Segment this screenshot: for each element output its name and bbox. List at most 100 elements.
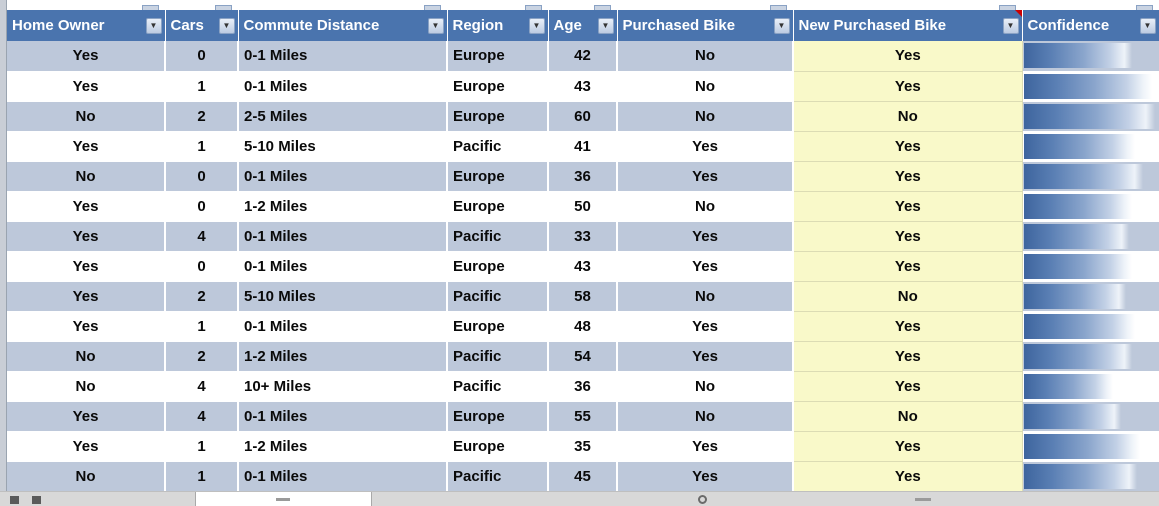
filter-dropdown-button[interactable]: ▼ (773, 17, 790, 34)
cell-age[interactable]: 50 (548, 191, 618, 222)
cell-home-owner[interactable]: No (7, 371, 166, 402)
filter-dropdown-button[interactable]: ▼ (218, 17, 235, 34)
cell-age[interactable]: 48 (548, 311, 618, 342)
filter-dropdown-button[interactable]: ▼ (597, 17, 614, 34)
cell-cars[interactable]: 4 (165, 221, 239, 252)
cell-region[interactable]: Europe (447, 401, 549, 432)
cell-confidence[interactable] (1022, 371, 1159, 402)
cell-age[interactable]: 36 (548, 371, 618, 402)
cell-home-owner[interactable]: Yes (7, 71, 166, 102)
column-header-age[interactable]: Age ▼ (548, 10, 618, 41)
cell-cars[interactable]: 1 (165, 311, 239, 342)
cell-purchased-bike[interactable]: No (617, 71, 794, 102)
cell-age[interactable]: 43 (548, 71, 618, 102)
cell-cars[interactable]: 0 (165, 251, 239, 282)
cell-purchased-bike[interactable]: Yes (617, 221, 794, 252)
cell-new-purchased-bike[interactable]: Yes (792, 161, 1023, 192)
column-header-commute-distance[interactable]: Commute Distance ▼ (238, 10, 448, 41)
cell-new-purchased-bike[interactable]: Yes (792, 251, 1023, 282)
cell-commute-distance[interactable]: 0-1 Miles (238, 71, 448, 102)
cell-confidence[interactable] (1022, 161, 1159, 192)
cell-home-owner[interactable]: Yes (7, 131, 166, 162)
cell-home-owner[interactable]: Yes (7, 41, 166, 72)
cell-commute-distance[interactable]: 0-1 Miles (238, 41, 448, 72)
filter-dropdown-button[interactable]: ▼ (427, 17, 444, 34)
cell-confidence[interactable] (1022, 101, 1159, 132)
column-header-cars[interactable]: Cars ▼ (165, 10, 239, 41)
cell-cars[interactable]: 4 (165, 371, 239, 402)
cell-region[interactable]: Europe (447, 41, 549, 72)
cell-confidence[interactable] (1022, 341, 1159, 372)
cell-new-purchased-bike[interactable]: Yes (792, 191, 1023, 222)
cell-new-purchased-bike[interactable]: Yes (792, 71, 1023, 102)
cell-home-owner[interactable]: No (7, 101, 166, 132)
column-header-purchased-bike[interactable]: Purchased Bike ▼ (617, 10, 794, 41)
cell-commute-distance[interactable]: 0-1 Miles (238, 161, 448, 192)
cell-region[interactable]: Europe (447, 161, 549, 192)
filter-dropdown-button[interactable]: ▼ (1002, 17, 1019, 34)
cell-home-owner[interactable]: Yes (7, 431, 166, 462)
cell-home-owner[interactable]: Yes (7, 311, 166, 342)
cell-commute-distance[interactable]: 0-1 Miles (238, 401, 448, 432)
cell-age[interactable]: 36 (548, 161, 618, 192)
cell-purchased-bike[interactable]: No (617, 371, 794, 402)
cell-purchased-bike[interactable]: No (617, 401, 794, 432)
cell-commute-distance[interactable]: 0-1 Miles (238, 311, 448, 342)
cell-region[interactable]: Europe (447, 191, 549, 222)
cell-cars[interactable]: 4 (165, 401, 239, 432)
cell-confidence[interactable] (1022, 191, 1159, 222)
cell-age[interactable]: 42 (548, 41, 618, 72)
cell-region[interactable]: Pacific (447, 221, 549, 252)
cell-age[interactable]: 43 (548, 251, 618, 282)
cell-purchased-bike[interactable]: Yes (617, 131, 794, 162)
cell-age[interactable]: 54 (548, 341, 618, 372)
cell-cars[interactable]: 0 (165, 191, 239, 222)
cell-confidence[interactable] (1022, 311, 1159, 342)
insert-sheet-icon[interactable] (698, 495, 707, 504)
cell-cars[interactable]: 1 (165, 461, 239, 492)
column-header-region[interactable]: Region ▼ (447, 10, 549, 41)
sheet-nav-icon[interactable] (32, 496, 41, 504)
cell-region[interactable]: Europe (447, 251, 549, 282)
cell-age[interactable]: 35 (548, 431, 618, 462)
cell-confidence[interactable] (1022, 431, 1159, 462)
filter-dropdown-button[interactable]: ▼ (1139, 17, 1156, 34)
cell-commute-distance[interactable]: 1-2 Miles (238, 341, 448, 372)
cell-region[interactable]: Europe (447, 101, 549, 132)
cell-region[interactable]: Europe (447, 71, 549, 102)
column-header-confidence[interactable]: Confidence ▼ (1022, 10, 1159, 41)
column-header-new-purchased-bike[interactable]: New Purchased Bike ▼ (793, 10, 1023, 41)
cell-new-purchased-bike[interactable]: Yes (792, 461, 1023, 492)
cell-commute-distance[interactable]: 10+ Miles (238, 371, 448, 402)
cell-region[interactable]: Europe (447, 431, 549, 462)
cell-new-purchased-bike[interactable]: Yes (792, 371, 1023, 402)
cell-new-purchased-bike[interactable]: No (792, 101, 1023, 132)
cell-confidence[interactable] (1022, 401, 1159, 432)
sheet-nav-icon[interactable] (10, 496, 19, 504)
filter-dropdown-button[interactable]: ▼ (528, 17, 545, 34)
cell-age[interactable]: 41 (548, 131, 618, 162)
cell-cars[interactable]: 2 (165, 101, 239, 132)
cell-commute-distance[interactable]: 1-2 Miles (238, 191, 448, 222)
cell-purchased-bike[interactable]: Yes (617, 341, 794, 372)
cell-region[interactable]: Pacific (447, 281, 549, 312)
cell-commute-distance[interactable]: 0-1 Miles (238, 251, 448, 282)
cell-new-purchased-bike[interactable]: Yes (792, 311, 1023, 342)
cell-purchased-bike[interactable]: Yes (617, 161, 794, 192)
cell-confidence[interactable] (1022, 461, 1159, 492)
cell-confidence[interactable] (1022, 221, 1159, 252)
cell-new-purchased-bike[interactable]: Yes (792, 131, 1023, 162)
cell-region[interactable]: Europe (447, 311, 549, 342)
cell-purchased-bike[interactable]: No (617, 101, 794, 132)
cell-confidence[interactable] (1022, 41, 1159, 72)
cell-new-purchased-bike[interactable]: Yes (792, 341, 1023, 372)
cell-new-purchased-bike[interactable]: Yes (792, 221, 1023, 252)
cell-region[interactable]: Pacific (447, 131, 549, 162)
cell-cars[interactable]: 0 (165, 161, 239, 192)
column-header-home-owner[interactable]: Home Owner ▼ (7, 10, 166, 41)
cell-new-purchased-bike[interactable]: Yes (792, 41, 1023, 72)
filter-dropdown-button[interactable]: ▼ (145, 17, 162, 34)
sheet-tab[interactable] (195, 492, 372, 506)
cell-cars[interactable]: 2 (165, 281, 239, 312)
cell-purchased-bike[interactable]: Yes (617, 311, 794, 342)
